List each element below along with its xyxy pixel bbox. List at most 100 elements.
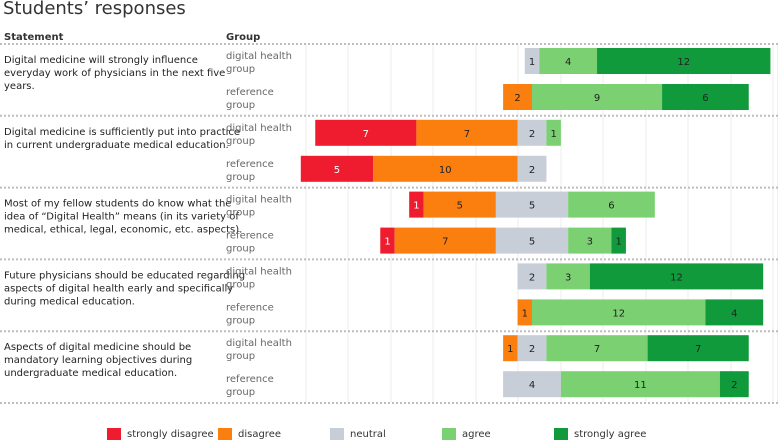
bar-value-label: 2 [529, 272, 535, 283]
legend-item-strongly-disagree: strongly disagree [107, 428, 214, 440]
bar-value-label: 1 [550, 129, 556, 140]
statement-label: Future physicians should be educated reg… [4, 270, 245, 307]
statement-label: Aspects of digital medicine should be man… [4, 342, 192, 379]
bar-value-label: 6 [608, 201, 614, 212]
bar-segment-disagree [517, 299, 532, 326]
bar-segment-agree [568, 191, 655, 218]
bar-value-label: 1 [616, 237, 622, 248]
bar-value-label: 4 [565, 57, 571, 68]
legend-swatch [330, 428, 344, 440]
bar-segment-strongly-agree [597, 48, 771, 74]
legend-label: disagree [238, 428, 282, 440]
bar-value-label: 2 [529, 344, 535, 355]
legend-item-agree: agree [442, 428, 491, 440]
bar-value-label: 5 [529, 201, 535, 212]
bar-segment-disagree [394, 227, 496, 254]
legend-label: strongly agree [574, 428, 647, 440]
group-label: digital health group [226, 123, 292, 147]
bar-value-label: 1 [507, 344, 513, 355]
bar-value-label: 7 [594, 344, 600, 355]
legend-label: agree [462, 428, 491, 440]
bar-segment-strongly-agree [611, 227, 626, 254]
bar-segment-agree [546, 335, 648, 362]
bar-segment-strongly-agree [647, 335, 749, 362]
bar-segment-agree [546, 119, 561, 146]
bar-value-label: 9 [594, 93, 600, 104]
bar-value-label: 2 [514, 93, 520, 104]
bar-segment-disagree [423, 191, 496, 218]
bar-value-label: 2 [529, 129, 535, 140]
bar-value-label: 1 [522, 308, 528, 319]
bar-segment-strongly-agree [589, 263, 764, 290]
bar-segment-agree [532, 299, 706, 326]
bar-segment-neutral [517, 119, 547, 146]
legend-swatch [554, 428, 568, 440]
bar-segment-neutral [503, 371, 561, 398]
legend-item-disagree: disagree [218, 428, 281, 440]
bar-value-label: 4 [529, 380, 535, 391]
statement-column-header: Statement [4, 32, 64, 43]
legend-swatch [107, 428, 121, 440]
legend-label: strongly disagree [127, 428, 214, 440]
bar-segment-disagree [416, 119, 518, 146]
bar-value-label: 7 [442, 237, 448, 248]
bar-value-label: 1 [529, 57, 535, 68]
bar-segment-neutral [517, 263, 547, 290]
group-label: reference group [226, 159, 274, 183]
group-label: digital health group [226, 266, 292, 290]
bar-value-label: 10 [439, 165, 452, 176]
bar-segment-strongly-agree [662, 84, 749, 110]
bar-value-label: 7 [695, 344, 701, 355]
diverging-bar-chart: Digital medicine will strongly influence… [0, 43, 778, 404]
bar-value-label: 12 [677, 57, 690, 68]
chart-title: Students’ responses [3, 0, 186, 19]
bar-value-label: 3 [565, 272, 571, 283]
bar-value-label: 7 [464, 129, 470, 140]
legend-item-strongly-agree: strongly agree [554, 428, 646, 440]
statement-label: Digital medicine will strongly influence… [4, 55, 225, 92]
bar-segment-neutral [495, 227, 569, 254]
bar-segment-strongly-disagree [300, 155, 374, 182]
group-label: digital health group [226, 338, 292, 362]
bar-segment-disagree [503, 335, 518, 362]
bar-segment-neutral [517, 335, 547, 362]
group-label: reference group [226, 231, 274, 255]
statement-label: Most of my fellow students do know what … [4, 199, 242, 236]
bar-segment-disagree [503, 84, 532, 110]
bar-value-label: 5 [529, 237, 535, 248]
bar-segment-strongly-disagree [315, 119, 417, 146]
bar-segment-strongly-agree [719, 371, 749, 398]
bar-segment-agree [546, 263, 590, 290]
legend-item-neutral: neutral [330, 428, 386, 440]
bar-value-label: 11 [634, 380, 647, 391]
statement-label: Digital medicine is sufficiently put int… [4, 127, 240, 151]
bar-segment-agree [560, 371, 720, 398]
bar-value-label: 5 [334, 165, 340, 176]
group-label: reference group [226, 87, 274, 111]
group-label: reference group [226, 302, 274, 326]
bar-segment-agree [539, 48, 598, 74]
bar-segment-agree [568, 227, 612, 254]
bar-value-label: 12 [670, 272, 683, 283]
bar-value-label: 2 [529, 165, 535, 176]
bar-segment-strongly-disagree [380, 227, 395, 254]
bar-segment-agree [532, 84, 663, 110]
bar-value-label: 1 [413, 201, 419, 212]
bar-value-label: 2 [731, 380, 737, 391]
group-label: digital health group [226, 51, 292, 75]
bar-segment-neutral [495, 191, 569, 218]
bar-value-label: 7 [363, 129, 369, 140]
bar-value-label: 3 [587, 237, 593, 248]
bar-value-label: 4 [731, 308, 737, 319]
bar-value-label: 5 [457, 201, 463, 212]
legend-swatch [442, 428, 456, 440]
bar-value-label: 6 [702, 93, 708, 104]
bar-value-label: 1 [384, 237, 390, 248]
bar-segment-strongly-disagree [409, 191, 424, 218]
bar-segment-neutral [524, 48, 540, 74]
bar-value-label: 12 [612, 308, 625, 319]
chart-legend: strongly disagree disagree neutral agree str… [0, 428, 778, 440]
bar-segment-strongly-agree [705, 299, 764, 326]
legend-label: neutral [350, 428, 386, 440]
group-label: reference group [226, 374, 274, 398]
